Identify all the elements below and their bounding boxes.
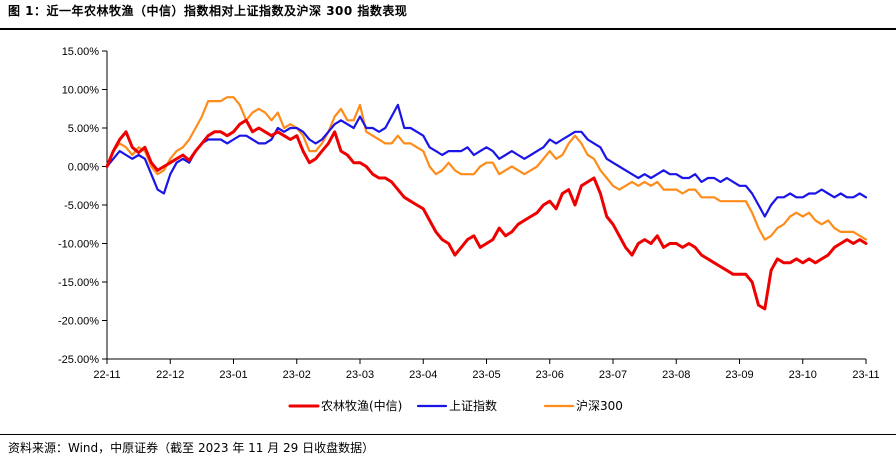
y-tick-label: -10.00% <box>58 239 99 251</box>
title-rule <box>0 28 896 30</box>
series-line-0 <box>105 118 868 311</box>
y-tick-label: 0.00% <box>68 162 99 174</box>
series-line-2 <box>105 96 868 241</box>
legend-label-0: 农林牧渔(中信) <box>321 398 402 413</box>
x-tick-label: 23-04 <box>409 369 437 381</box>
x-tick-label: 23-03 <box>346 369 374 381</box>
line-chart: 15.00% 10.00% 5.00% 0.00% -5.00% -10.00% -15.0… <box>58 46 880 413</box>
y-tick-label: 10.00% <box>62 85 100 97</box>
x-tick-label: 23-01 <box>219 369 247 381</box>
legend: 农林牧渔(中信) 上证指数 沪深300 <box>288 398 623 413</box>
x-tick-label: 23-06 <box>536 369 564 381</box>
y-tick-label: -20.00% <box>58 316 99 328</box>
y-tick-label: -5.00% <box>64 200 99 212</box>
y-tick-label: 5.00% <box>68 123 99 135</box>
series-line-1 <box>105 103 868 218</box>
x-tick-label: 23-11 <box>852 369 879 381</box>
y-tick-label: -15.00% <box>58 277 99 289</box>
y-tick-label: -25.00% <box>58 354 99 366</box>
x-tick-label: 23-10 <box>789 369 817 381</box>
x-tick-label: 22-12 <box>156 369 184 381</box>
x-tick-label: 22-11 <box>93 369 120 381</box>
legend-label-1: 上证指数 <box>449 398 497 413</box>
legend-label-2: 沪深300 <box>576 399 623 413</box>
figure-title: 图 1：近一年农林牧渔（中信）指数相对上证指数及沪深 300 指数表现 <box>8 4 408 18</box>
series-layer <box>105 96 868 311</box>
x-tick-label: 23-05 <box>472 369 500 381</box>
x-tick-label: 23-07 <box>599 369 627 381</box>
axis-layer: 15.00% 10.00% 5.00% 0.00% -5.00% -10.00% -15.0… <box>58 46 880 381</box>
x-tick-label: 23-09 <box>725 369 753 381</box>
x-tick-label: 23-08 <box>662 369 690 381</box>
x-tick-label: 23-02 <box>283 369 311 381</box>
source-note: 资料来源：Wind，中原证券（截至 2023 年 11 月 29 日收盘数据） <box>8 441 375 455</box>
source-rule <box>0 434 896 435</box>
y-tick-label: 15.00% <box>62 46 100 58</box>
